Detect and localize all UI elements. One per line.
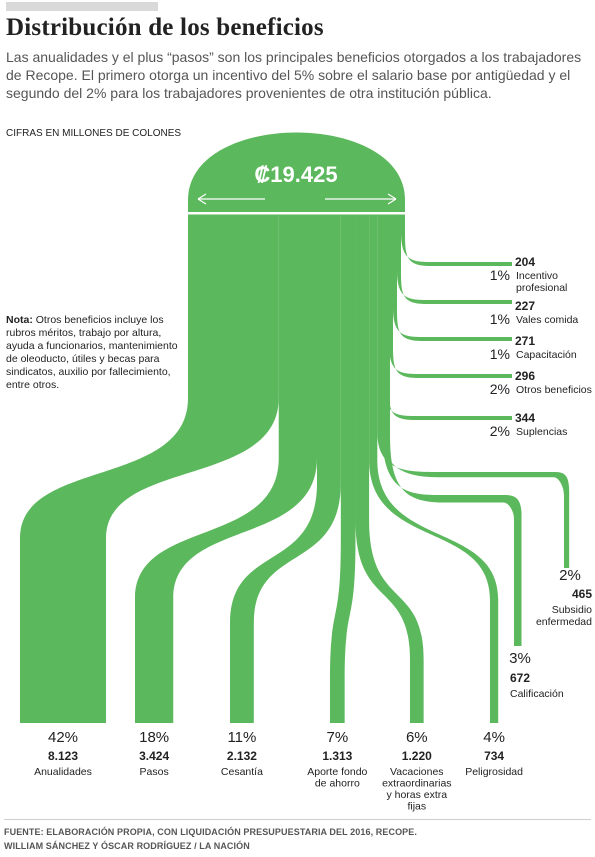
value-anualidades: 8.123 xyxy=(48,749,78,763)
value-aporte-fondo-de-ahorro: 1.313 xyxy=(322,749,352,763)
pct-vales-comida: 1% xyxy=(490,311,510,327)
pct-anualidades: 42% xyxy=(48,729,78,746)
label-pasos-0: Pasos xyxy=(140,766,169,778)
label-vacaciones-extraordinarias-y-horas-extra-fijas-2: y horas extra xyxy=(386,789,447,801)
flow-cesantia xyxy=(230,216,341,723)
pct-calificacion: 3% xyxy=(509,650,531,667)
value-cesantia: 2.132 xyxy=(227,749,257,763)
value-capacitacion: 271 xyxy=(515,334,535,348)
label-calificacion-0: Calificación xyxy=(510,688,564,700)
note-label: Nota: xyxy=(6,314,33,326)
note-text: Otros beneficios incluye los rubros méri… xyxy=(6,314,178,391)
flow-incentivo-profesional xyxy=(401,216,512,266)
pct-incentivo-profesional: 1% xyxy=(490,267,510,283)
label-vales-comida-0: Vales comida xyxy=(516,314,578,326)
total-arrow-left-head xyxy=(197,193,207,205)
flow-layer xyxy=(20,132,570,723)
label-aporte-fondo-de-ahorro-1: de ahorro xyxy=(315,778,360,790)
source-line-1: FUENTE: ELABORACIÓN PROPIA, CON LIQUIDAC… xyxy=(4,827,417,837)
value-otros-beneficios: 296 xyxy=(515,369,535,383)
pct-capacitacion: 1% xyxy=(490,346,510,362)
label-incentivo-profesional-0: Incentivo xyxy=(516,270,558,282)
top-gray-bar xyxy=(6,2,158,11)
label-anualidades-0: Anualidades xyxy=(34,766,92,778)
flow-vacaciones-extraordinarias-y-horas-extra-fijas xyxy=(355,216,424,723)
value-suplencias: 344 xyxy=(515,411,535,425)
pct-aporte-fondo-de-ahorro: 7% xyxy=(326,729,348,746)
page-title: Distribución de los beneficios xyxy=(6,14,324,41)
source-divider xyxy=(4,819,591,820)
value-pasos: 3.424 xyxy=(139,749,169,763)
flow-vales-comida xyxy=(397,216,512,304)
label-aporte-fondo-de-ahorro-0: Aporte fondo xyxy=(307,766,367,778)
label-cesantia-0: Cesantía xyxy=(221,766,263,778)
total-dome xyxy=(188,132,405,216)
pct-pasos: 18% xyxy=(139,729,169,746)
label-suplencias-0: Suplencias xyxy=(516,426,567,438)
flow-anualidades xyxy=(20,216,279,723)
label-otros-beneficios-0: Otros beneficios xyxy=(516,384,592,396)
pct-peligrosidad: 4% xyxy=(483,729,505,746)
note-block: Nota: Otros beneficios incluye los rubro… xyxy=(6,314,184,392)
label-peligrosidad-0: Peligrosidad xyxy=(465,766,523,778)
total-value-label: ₡19.425 xyxy=(254,162,337,187)
label-incentivo-profesional-1: profesional xyxy=(516,282,567,294)
pct-suplencias: 2% xyxy=(490,423,510,439)
value-calificacion: 672 xyxy=(510,671,530,685)
pct-vacaciones-extraordinarias-y-horas-extra-fijas: 6% xyxy=(406,729,428,746)
flow-aporte-fondo-de-ahorro xyxy=(330,216,356,723)
label-vacaciones-extraordinarias-y-horas-extra-fijas-0: Vacaciones xyxy=(390,766,444,778)
total-divider xyxy=(188,212,405,215)
value-incentivo-profesional: 204 xyxy=(515,255,535,269)
value-vacaciones-extraordinarias-y-horas-extra-fijas: 1.220 xyxy=(402,749,432,763)
label-capacitacion-0: Capacitación xyxy=(516,349,577,361)
label-vacaciones-extraordinarias-y-horas-extra-fijas-3: fijas xyxy=(407,801,426,813)
pct-otros-beneficios: 2% xyxy=(490,381,510,397)
flow-pasos xyxy=(135,216,317,723)
label-subsidio-enfermedad-1: enfermedad xyxy=(536,616,592,628)
value-subsidio-enfermedad: 465 xyxy=(572,587,592,601)
value-peligrosidad: 734 xyxy=(484,749,504,763)
source-line-2: WILLIAM SÁNCHEZ Y ÓSCAR RODRÍGUEZ / LA N… xyxy=(4,841,250,851)
pct-cesantia: 11% xyxy=(227,729,256,746)
label-subsidio-enfermedad-0: Subsidio xyxy=(552,604,592,616)
pct-subsidio-enfermedad: 2% xyxy=(559,567,581,584)
value-vales-comida: 227 xyxy=(515,299,535,313)
label-vacaciones-extraordinarias-y-horas-extra-fijas-1: extraordinarias xyxy=(382,778,451,790)
source-block: FUENTE: ELABORACIÓN PROPIA, CON LIQUIDAC… xyxy=(4,825,417,853)
units-label: CIFRAS EN MILLONES DE COLONES xyxy=(6,128,182,139)
page-subtitle: Las anualidades y el plus “pasos” son lo… xyxy=(6,49,582,101)
label-layer: 42% 8.123 Anualidades 18% 3.424 Pasos 11% 2.132… xyxy=(34,162,592,813)
total-arrow-right-head xyxy=(387,193,397,205)
